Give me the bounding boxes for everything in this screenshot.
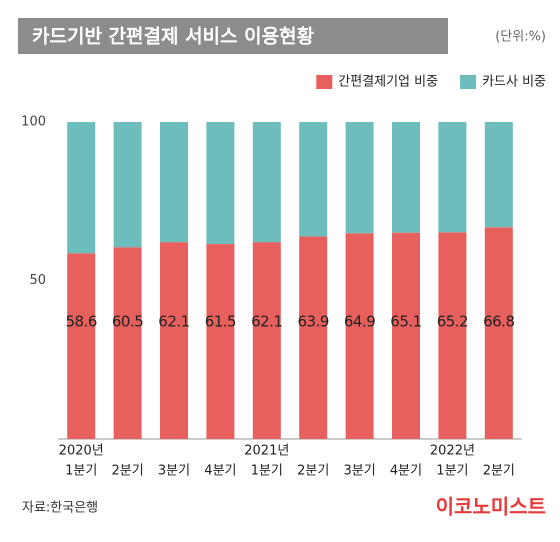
bar-segment xyxy=(252,242,281,439)
bar-segment xyxy=(438,232,467,439)
x-tick-label: 2분기 xyxy=(483,464,515,479)
bar-segment xyxy=(484,122,513,228)
chart-title: 카드기반 간편결제 서비스 이용현황 xyxy=(32,25,315,48)
bar-segment xyxy=(392,232,420,439)
x-tick-label: 1분기 xyxy=(436,464,468,479)
x-tick-label: 3분기 xyxy=(343,464,375,479)
x-tick-label: 3분기 xyxy=(158,464,190,479)
bar-segment xyxy=(484,227,513,439)
bar-segment xyxy=(438,122,467,233)
bar-segment xyxy=(67,253,96,439)
bar-segment xyxy=(345,122,374,234)
x-tick-label: 1분기 xyxy=(65,464,97,479)
legend-swatch xyxy=(460,75,477,89)
data-label: 62.1 xyxy=(158,313,189,331)
data-label: 66.8 xyxy=(483,313,514,331)
y-tick-label: 50 xyxy=(29,273,46,288)
data-label: 63.9 xyxy=(297,313,328,331)
bar-segment xyxy=(160,242,188,439)
bar-segment xyxy=(345,233,374,439)
data-label: 64.9 xyxy=(344,313,375,331)
x-tick-label: 2분기 xyxy=(111,464,143,479)
x-tick-label: 2021년 xyxy=(244,444,289,459)
x-tick-label: 2020년 xyxy=(59,444,104,459)
bar-segment xyxy=(206,244,235,439)
legend-label: 카드사 비중 xyxy=(482,75,546,90)
bar-segment xyxy=(160,122,188,243)
legend-swatch xyxy=(316,75,333,89)
bar-segment xyxy=(252,122,281,243)
bar-segment xyxy=(206,122,235,245)
x-tick-label: 4분기 xyxy=(204,464,236,479)
bar-segment xyxy=(299,236,328,439)
x-tick-label: 1분기 xyxy=(251,464,283,479)
bar-segment xyxy=(113,247,142,439)
unit-label: (단위:%) xyxy=(495,30,546,45)
x-tick-label: 4분기 xyxy=(390,464,422,479)
bar-segment xyxy=(299,122,328,237)
x-tick-label: 2022년 xyxy=(430,444,475,459)
data-label: 62.1 xyxy=(251,313,282,331)
data-label: 58.6 xyxy=(65,313,96,331)
bar-segment xyxy=(392,122,420,233)
logo: 이코노미스트 xyxy=(436,495,546,519)
x-tick-label: 2분기 xyxy=(297,464,329,479)
data-label: 65.1 xyxy=(390,313,421,331)
source: 자료:한국은행 xyxy=(22,500,98,516)
legend-label: 간편결제기업 비중 xyxy=(338,75,438,90)
bar-segment xyxy=(113,122,142,248)
title-banner xyxy=(18,18,448,54)
data-label: 65.2 xyxy=(437,313,468,331)
data-label: 61.5 xyxy=(205,313,236,331)
bar-segment xyxy=(67,122,96,254)
y-tick-label: 100 xyxy=(21,115,46,130)
data-label: 60.5 xyxy=(112,313,143,331)
